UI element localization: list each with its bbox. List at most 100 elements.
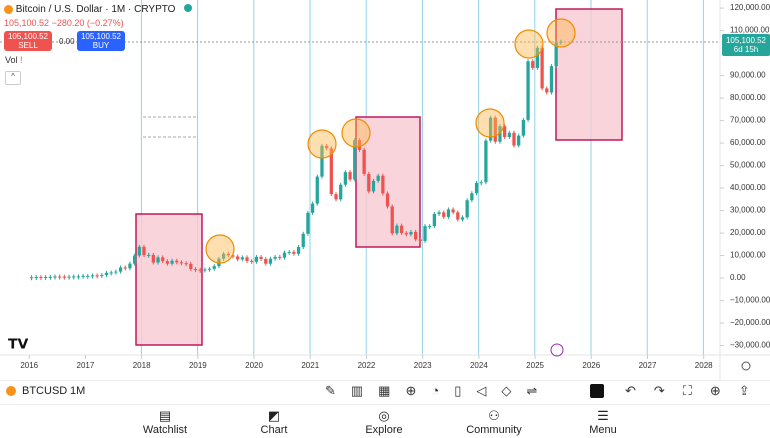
y-tick-label: 70,000.00	[730, 116, 766, 125]
nav-item[interactable]: ⚇ Community	[454, 408, 534, 436]
candle	[559, 41, 563, 43]
candle	[156, 257, 160, 263]
candle	[517, 135, 521, 146]
price-row: 105,100.52 −280.20 (−0.27%)	[4, 18, 124, 28]
candle	[29, 277, 34, 279]
candle	[428, 226, 432, 228]
nav-item[interactable]: ☰ Menu	[563, 408, 643, 436]
candle	[540, 47, 544, 89]
action-icons[interactable]: ↶↷⛶⊕⇪	[625, 383, 768, 398]
buy-label: BUY	[92, 41, 110, 50]
candle	[207, 268, 212, 270]
candle	[165, 261, 170, 264]
tool-icons[interactable]: ✎▥▦⊕◔▯◁◇⇌	[325, 383, 553, 398]
candle	[414, 231, 418, 240]
candle	[343, 172, 348, 185]
x-tick-label: 2020	[245, 361, 263, 370]
candle	[231, 255, 235, 257]
candle	[245, 257, 249, 261]
symbol[interactable]: BTCUSD	[22, 385, 68, 397]
candle	[385, 193, 390, 207]
nav-icon: ☰	[597, 408, 609, 423]
candle	[132, 255, 137, 264]
candle	[493, 117, 497, 142]
y-tick-label: 110,000.00	[730, 26, 770, 35]
candle	[390, 206, 394, 234]
x-tick-label: 2021	[301, 361, 319, 370]
candle	[296, 247, 301, 254]
y-tick-label: 120,000.00	[730, 3, 770, 12]
x-tick-label: 2023	[414, 361, 432, 370]
nav-item[interactable]: ◎ Explore	[344, 408, 424, 436]
candle	[189, 263, 193, 270]
candle	[353, 140, 357, 180]
candle	[76, 276, 81, 278]
candle	[306, 212, 310, 234]
candle	[348, 172, 352, 180]
interval[interactable]: 1M	[70, 385, 86, 397]
candle	[292, 251, 296, 254]
candle	[193, 269, 198, 271]
candle	[48, 276, 52, 278]
candle	[531, 61, 535, 68]
y-tick-label: 80,000.00	[730, 93, 766, 102]
candle	[357, 140, 362, 150]
candle	[67, 276, 71, 278]
candle	[460, 217, 465, 220]
price: 105,100.52	[4, 18, 50, 28]
candle	[62, 276, 66, 278]
collapse-button[interactable]: ^	[5, 71, 21, 85]
candle	[545, 88, 549, 93]
candle	[404, 233, 408, 235]
highlight-circle	[475, 108, 505, 138]
candle	[236, 256, 240, 260]
candle	[43, 277, 48, 279]
x-tick-label: 2025	[526, 361, 544, 370]
nav-item[interactable]: ◩ Chart	[234, 408, 314, 436]
title: Bitcoin / U.S. Dollar · 1M · CRYPTO	[15, 4, 176, 15]
candle	[376, 175, 380, 181]
candle	[259, 256, 263, 259]
candle	[465, 200, 469, 218]
bottom-nav: ▤ Watchlist ◩ Chart ◎ Explore ⚇ Community ☰ Menu	[0, 404, 770, 438]
candle	[437, 212, 441, 214]
candle	[86, 275, 90, 277]
candle	[367, 173, 371, 192]
candle	[184, 263, 188, 265]
candle	[381, 175, 385, 194]
candle	[502, 126, 507, 138]
price-badge-value: 105,100.52	[726, 36, 767, 45]
candle	[409, 231, 413, 235]
candle	[507, 132, 511, 138]
chart: 105,100.52 6d 15h 𝗧𝗩 120,000.00 110,000.0…	[0, 0, 770, 380]
buy-button[interactable]: 105,100.52 BUY	[77, 31, 125, 51]
nav-item[interactable]: ▤ Watchlist	[125, 408, 205, 436]
buy-price: 105,100.52	[80, 32, 122, 41]
candle	[535, 47, 540, 68]
candle	[109, 272, 113, 274]
candle	[137, 246, 141, 256]
x-tick-label: 2024	[470, 361, 488, 370]
candle	[175, 260, 179, 263]
candle	[95, 275, 99, 277]
candle	[301, 233, 305, 248]
x-tick-label: 2026	[582, 361, 600, 370]
candle	[442, 212, 446, 217]
settings-icon[interactable]	[741, 361, 751, 371]
candle	[123, 267, 127, 269]
candle	[432, 213, 437, 227]
candle	[198, 269, 202, 271]
status-dot	[184, 4, 193, 12]
countdown: 6d 15h	[734, 45, 758, 54]
candle	[451, 209, 455, 213]
sell-button[interactable]: 105,100.52 SELL	[4, 31, 52, 51]
y-tick-label: 30,000.00	[730, 206, 766, 215]
candle	[114, 271, 118, 273]
candle	[484, 140, 488, 183]
candle	[278, 256, 282, 258]
candle	[39, 277, 43, 279]
candle	[423, 226, 427, 241]
candle	[203, 269, 207, 271]
tv-button[interactable]	[590, 384, 604, 398]
symbol-title: Bitcoin / U.S. Dollar · 1M · CRYPTO	[4, 4, 193, 15]
